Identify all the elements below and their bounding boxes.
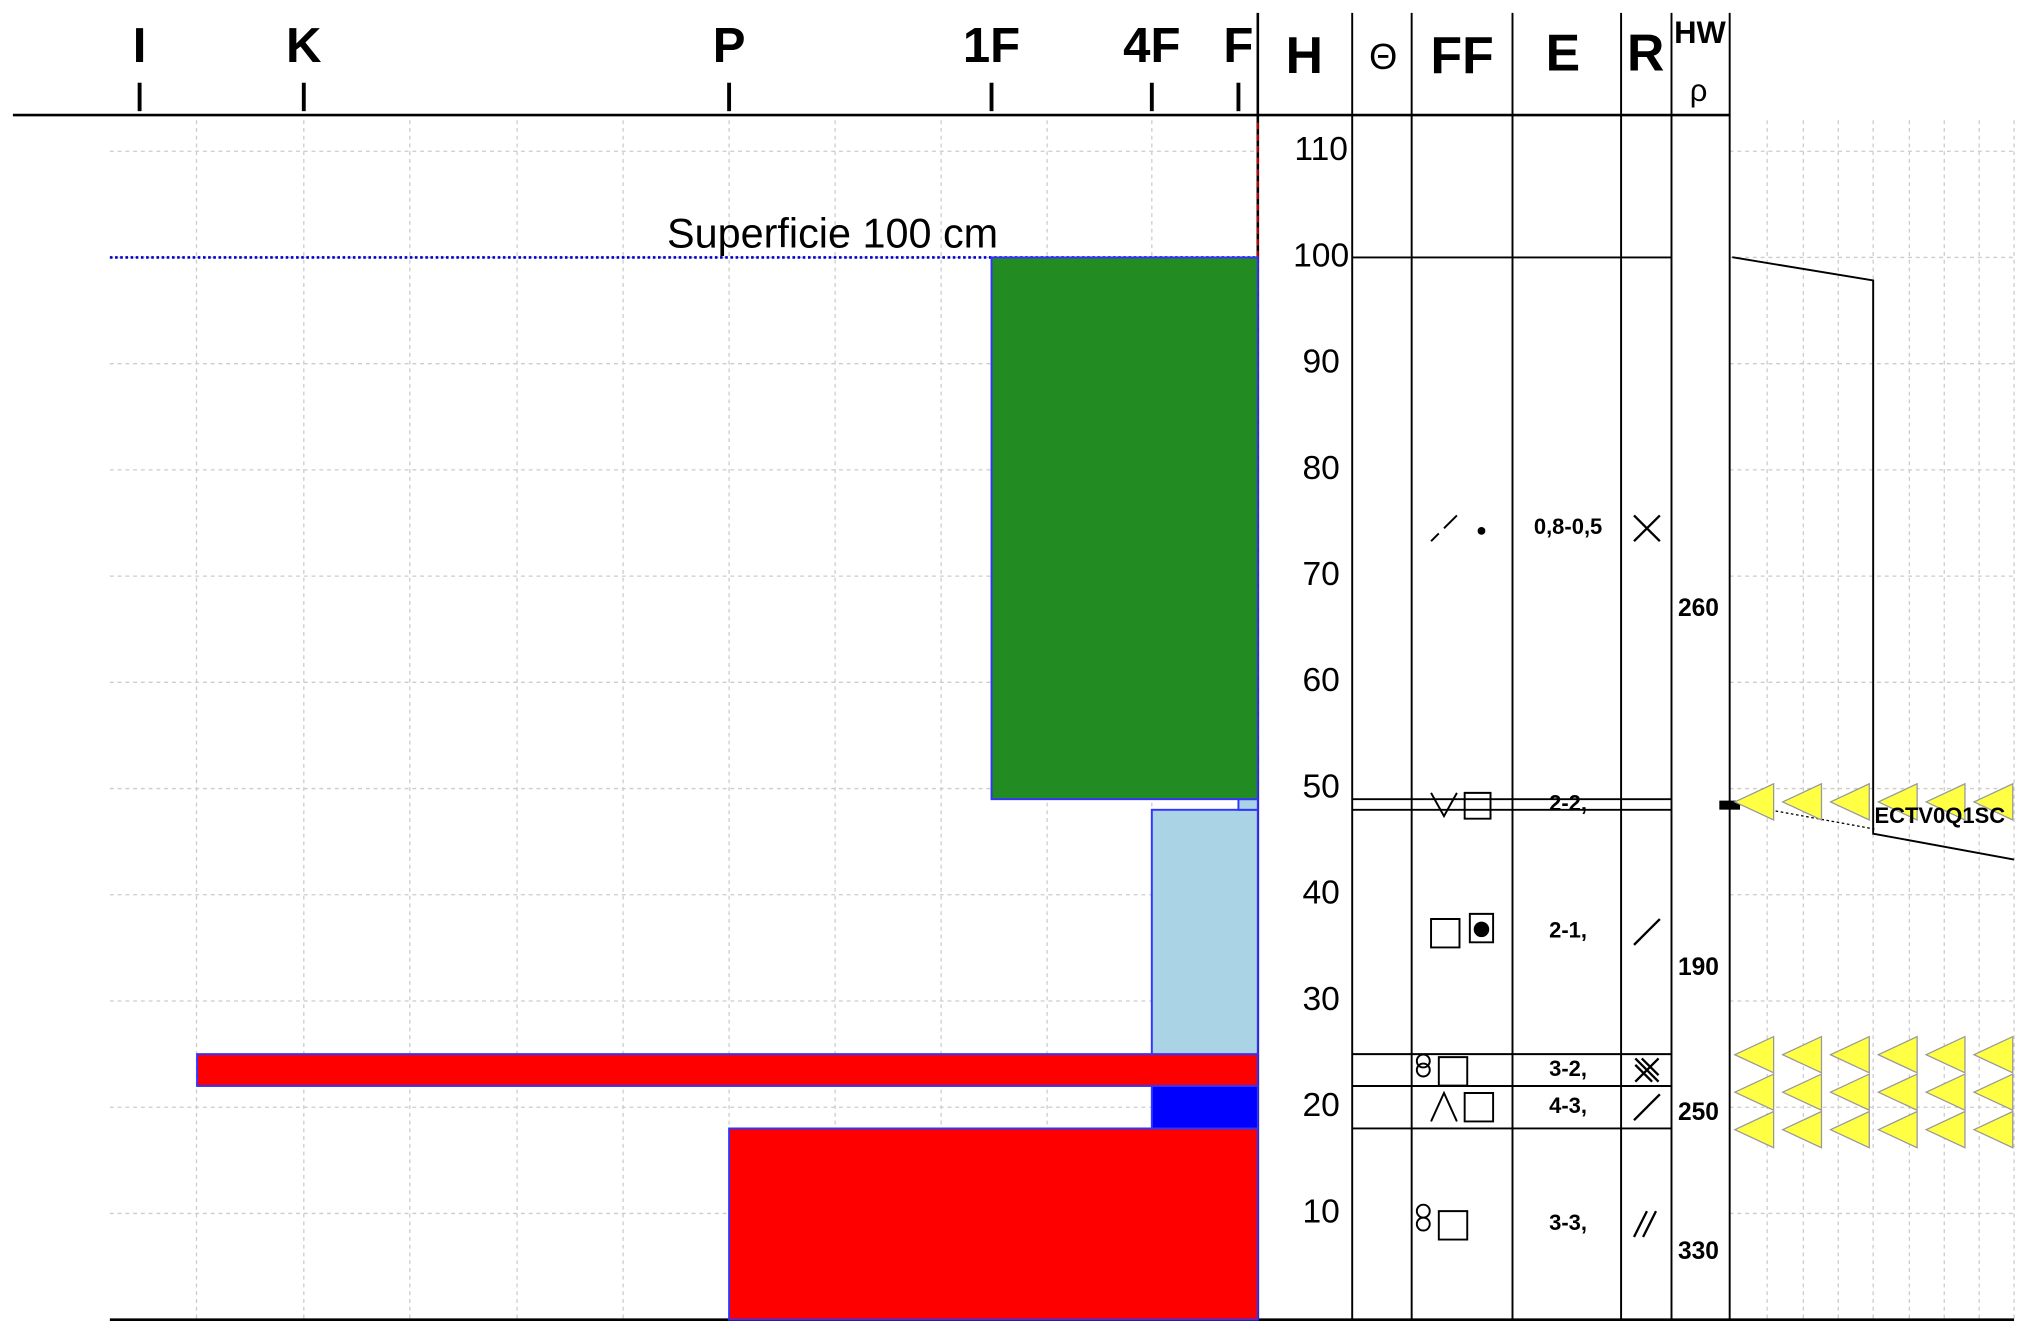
grain-size: 4-3, [1549,1093,1587,1118]
density: 260 [1678,595,1719,622]
hardness-label: P [713,19,746,73]
col-header: HW [1674,15,1726,50]
height-tick-label: 80 [1302,450,1339,487]
grain-form-symbol [1415,1053,1469,1087]
test-triangle [1733,1035,1775,1074]
grain-size: 3-2, [1549,1056,1587,1081]
density: 250 [1678,1099,1719,1126]
surface-label: Superficie 100 cm [667,211,998,257]
temperature-profile [1732,256,2015,861]
hardness-label: 4F [1123,19,1180,73]
wetness-symbol [1633,918,1661,946]
hardness-label: F [1223,19,1253,73]
hardness-bar [1237,798,1259,811]
hardness-bar [1150,1085,1259,1130]
grain-form-symbol [1415,1203,1469,1241]
hardness-label: K [286,19,322,73]
height-tick-label: 10 [1302,1193,1339,1230]
height-tick-label: 30 [1302,981,1339,1018]
grain-size: 2-2, [1549,790,1587,815]
test-triangle [1781,1035,1823,1074]
test-triangle [1781,1110,1823,1149]
test-triangle [1828,1110,1870,1149]
wetness-symbol [1633,514,1661,543]
hardness-bar [196,1053,1259,1087]
hardness-label: I [133,19,147,73]
grain-size: 0,8-0,5 [1534,514,1602,539]
height-tick-label: 100 [1293,237,1349,274]
hardness-bar [1150,808,1259,1056]
test-triangle [1781,782,1823,822]
height-tick-label: 110 [1294,131,1348,168]
col-header: Θ [1369,36,1397,77]
col-header: H [1286,26,1323,84]
test-triangle [1781,1073,1823,1112]
test-triangle [1924,1073,1966,1112]
height-tick-label: 50 [1302,768,1339,805]
col-header: E [1546,24,1580,82]
grain-size: 3-3, [1549,1210,1587,1235]
test-triangle [1828,782,1870,822]
density: 190 [1678,954,1719,981]
test-triangle [1924,782,1966,822]
test-triangle [1876,782,1918,822]
height-tick-label: 60 [1302,662,1339,699]
test-triangle [1876,1110,1918,1149]
wetness-symbol [1632,1210,1658,1238]
test-triangle [1733,1110,1775,1149]
height-tick-label: 70 [1302,556,1339,593]
grain-form-symbol [1430,514,1458,542]
test-triangle [1828,1035,1870,1074]
test-marker [1719,800,1741,810]
grain-form-symbol [1473,921,1490,938]
test-label: ECTV0Q1SC [1874,803,2005,828]
test-triangle [1828,1073,1870,1112]
height-tick-label: 40 [1302,875,1339,912]
wetness-symbol [1633,1093,1661,1121]
col-header: FF [1430,26,1493,84]
height-tick-label: 20 [1302,1087,1339,1124]
grain-form-symbol [1477,527,1486,535]
grain-form-symbol [1430,791,1492,820]
test-triangle [1924,1110,1966,1149]
col-header: R [1627,24,1664,82]
test-triangle [1924,1035,1966,1074]
test-triangle [1876,1035,1918,1074]
density: 330 [1678,1238,1719,1265]
col-header: ρ [1690,73,1708,108]
wetness-symbol [1634,1057,1660,1083]
test-triangle [1972,1035,2014,1074]
test-triangle [1733,1073,1775,1112]
hardness-bar [728,1127,1259,1321]
test-triangle [1733,782,1775,822]
test-triangle [1972,1110,2014,1149]
grain-size: 2-1, [1549,918,1587,943]
test-triangle [1876,1073,1918,1112]
grain-form-symbol [1430,912,1495,949]
hardness-label: 1F [963,19,1020,73]
grain-form-symbol [1430,1090,1495,1123]
hardness-bar [990,256,1259,801]
test-triangle [1972,782,2014,822]
height-tick-label: 90 [1302,344,1339,381]
test-triangle [1972,1073,2014,1112]
